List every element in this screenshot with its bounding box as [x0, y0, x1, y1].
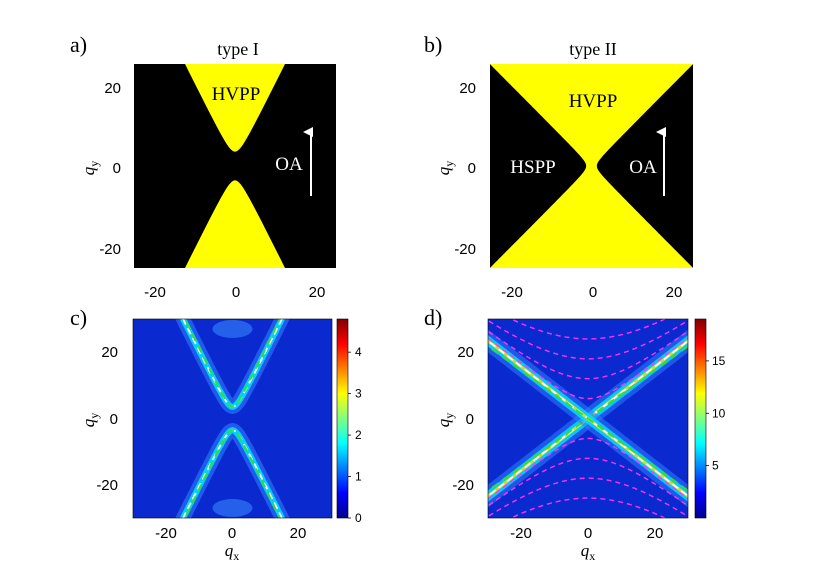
panel-c-lobe-bottom: [212, 499, 253, 518]
panel-c-ytick-minus20: -20: [96, 477, 118, 494]
panel-c-frame: [132, 318, 333, 519]
panel-d-cb-ticklabel: 15: [712, 354, 726, 368]
panel-d-xtick-0: 0: [584, 525, 592, 542]
panel-d-ytick-minus20: -20: [452, 477, 474, 494]
panel-b-ylabel: qy: [434, 161, 456, 176]
title-type-II: type II: [569, 39, 616, 59]
panel-d-xtick-minus20: -20: [510, 525, 532, 542]
panel-c-ylabel: qy: [79, 413, 101, 428]
panel-d-magenta-dashed: [488, 437, 688, 500]
panel-b-ytick-minus20: -20: [454, 241, 476, 258]
panel-label-c: c): [70, 305, 87, 330]
panel-c-upper-green-dashed: [183, 319, 282, 408]
panel-c-cb-ticklabel: 1: [355, 470, 362, 484]
panel-d-cb-ticklabel: 10: [712, 406, 726, 420]
panel-a-xtick-20: 20: [309, 284, 326, 301]
panel-a-ytick-minus20: -20: [99, 241, 121, 258]
panel-b-oa-label: OA: [629, 157, 657, 178]
panel-b-ytick-20: 20: [459, 80, 476, 97]
panel-c-ytick-20: 20: [101, 344, 118, 361]
panel-b-xtick-minus20: -20: [501, 284, 523, 301]
panel-d-magenta-dashed: [488, 330, 688, 380]
panel-c-cb-ticklabel: 2: [355, 428, 362, 442]
panel-b-hvpp-label: HVPP: [569, 91, 618, 112]
panel-b-right-region: [596, 64, 693, 268]
panel-c-xtick-20: 20: [290, 525, 307, 542]
panel-d-xlabel: qx: [581, 541, 596, 563]
panel-d-magenta-dashed: [509, 319, 667, 340]
panel-d-ytick-0: 0: [466, 411, 474, 428]
title-type-I: type I: [217, 39, 258, 59]
panel-d-magenta-dashed: [509, 497, 667, 518]
panel-d-descending-green-dashed: [488, 345, 688, 492]
panel-b-xtick-20: 20: [666, 284, 683, 301]
panel-d: 15 10 5 20 0 -20 -20 0 20 qx qy: [434, 318, 726, 563]
panel-d-frame: [487, 318, 689, 519]
panel-c-cb-ticklabel: 4: [355, 345, 362, 359]
panel-d-ylabel: qy: [434, 413, 456, 428]
panel-label-b: b): [424, 32, 442, 57]
panel-d-magenta-dashed: [488, 337, 688, 400]
panel-d-magenta-dashed: [488, 457, 688, 507]
panel-d-ytick-20: 20: [457, 344, 474, 361]
panel-a-xtick-0: 0: [232, 284, 240, 301]
panel-b-hspp-label: HSPP: [510, 157, 555, 178]
panel-b: HVPP HSPP OA 20 0 -20 -20 0 20 qy: [434, 64, 693, 301]
panel-c: 4 3 2 1 0 20 0 -20 -20 0 20 qx qy: [79, 318, 362, 563]
panel-b-ytick-0: 0: [468, 160, 476, 177]
panel-a-oa-label: OA: [275, 154, 303, 175]
panel-d-xtick-20: 20: [647, 525, 664, 542]
panel-d-magenta-dashed: [488, 319, 688, 360]
panel-c-ytick-0: 0: [110, 411, 118, 428]
panel-label-d: d): [424, 305, 442, 330]
panel-a-xtick-minus20: -20: [144, 284, 166, 301]
panel-a: HVPP OA 20 0 -20 -20 0 20 qy: [79, 64, 336, 301]
panel-a-hvpp-label: HVPP: [212, 84, 261, 105]
panel-c-lower-green-dashed: [183, 429, 282, 518]
panel-c-xtick-0: 0: [228, 525, 236, 542]
panel-b-left-region: [490, 64, 587, 268]
panel-c-xtick-minus20: -20: [155, 525, 177, 542]
panel-c-colorbar: [336, 318, 349, 519]
panel-c-lobe-top: [212, 319, 253, 338]
panel-d-magenta-dashed: [488, 477, 688, 518]
panel-a-ytick-20: 20: [104, 80, 121, 97]
panel-c-cb-ticklabel: 0: [355, 511, 362, 525]
panel-a-ylabel: qy: [79, 161, 101, 176]
panel-b-xtick-0: 0: [589, 284, 597, 301]
panel-a-upper-region: [184, 64, 286, 152]
panel-c-background: [133, 319, 332, 518]
panel-d-colorbar: [694, 318, 707, 519]
panel-a-ytick-0: 0: [113, 160, 121, 177]
panel-label-a: a): [70, 32, 87, 57]
panel-d-cb-ticklabel: 5: [712, 459, 719, 473]
panel-c-xlabel: qx: [225, 541, 240, 563]
panel-a-lower-region: [184, 180, 286, 268]
panel-c-cb-ticklabel: 3: [355, 387, 362, 401]
